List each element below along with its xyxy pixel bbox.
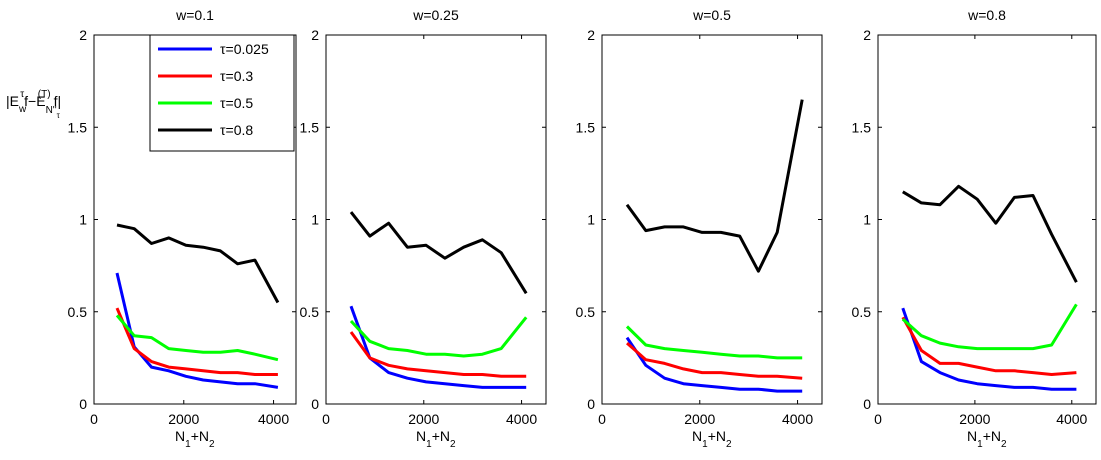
x-axis-label: N1+N2 [175,428,215,450]
x-tick-label: 4000 [782,411,813,427]
y-tick-label: 1.5 [300,119,320,135]
series-line [115,314,279,362]
x-axis-label-part: +N [191,428,209,444]
x-axis-label-part: 2 [726,439,732,450]
y-tick-label: 0.5 [852,304,872,320]
axes-box [325,34,547,405]
y-tick-label: 0 [587,396,595,412]
x-axis-label-part: 2 [1001,439,1007,450]
series-line [625,99,804,273]
x-axis-label-part: +N [983,428,1001,444]
x-tick-label: 0 [90,411,98,427]
y-tick-label: 0.5 [300,304,320,320]
x-tick-label: 0 [874,411,882,427]
series-line [902,184,1078,283]
y-tick-label: 0 [863,396,871,412]
series-line [625,336,803,393]
y-tick-label: 2 [79,27,87,43]
y-tick-label: 1.5 [576,119,596,135]
series-line [349,331,527,378]
x-axis-label: N1+N2 [692,428,732,450]
y-tick-label: 0 [311,396,319,412]
x-axis-label-part: 2 [450,439,456,450]
x-axis-label: N1+N2 [967,428,1007,450]
x-axis-label-part: 1 [977,439,983,450]
series-line [349,211,528,295]
panel-title: w=0.1 [175,7,214,23]
x-axis-label-part: N [175,428,185,444]
legend-label: τ=0.3 [220,68,253,84]
y-tick-label: 1 [863,212,871,228]
x-axis-label-part: 1 [702,439,708,450]
series-line [626,341,803,380]
y-axis-label: |Ewτf−EN''τ(T) f| [6,89,61,120]
x-tick-label: 2000 [684,411,715,427]
x-axis-label-part: +N [432,428,450,444]
series-line [116,223,280,304]
panel-title: w=0.8 [967,7,1006,23]
legend-box [149,34,295,152]
x-axis-label-part: N [416,428,426,444]
y-tick-label: 1 [587,212,595,228]
series-line [349,316,528,358]
panel-title: w=0.25 [412,7,459,23]
series-line [901,307,1077,391]
x-axis-label-part: +N [708,428,726,444]
legend-label: τ=0.5 [220,95,253,111]
y-tick-label: 2 [863,27,871,43]
series-line [901,316,1077,376]
y-tick-label: 1.5 [68,119,88,135]
x-tick-label: 4000 [258,411,289,427]
x-tick-label: 2000 [168,411,199,427]
legend-label: τ=0.8 [220,122,253,138]
x-axis-label-part: 1 [185,439,191,450]
x-axis-label-part: 1 [426,439,432,450]
x-tick-label: 4000 [506,411,537,427]
y-tick-label: 2 [587,27,595,43]
x-tick-label: 0 [322,411,330,427]
series-line [625,325,803,360]
x-tick-label: 2000 [408,411,439,427]
y-tick-label: 0 [79,396,87,412]
x-tick-label: 4000 [1056,411,1087,427]
y-tick-label: 1 [311,212,319,228]
legend: τ=0.025 τ=0.3 τ=0.5 τ=0.8 [149,34,295,152]
x-axis-label-part: 2 [209,439,215,450]
y-tick-label: 1.5 [852,119,872,135]
series-line [349,305,527,389]
y-tick-label: 0.5 [68,304,88,320]
x-axis-label-part: N [967,428,977,444]
y-tick-label: 2 [311,27,319,43]
series-line [901,303,1078,351]
x-axis-label-part: N [692,428,702,444]
y-tick-label: 0.5 [576,304,596,320]
x-tick-label: 0 [598,411,606,427]
x-tick-label: 2000 [959,411,990,427]
panel-title: w=0.5 [692,7,731,23]
y-tick-label: 1 [79,212,87,228]
legend-label: τ=0.025 [220,41,269,57]
series-line [115,307,278,376]
x-axis-label: N1+N2 [416,428,456,450]
